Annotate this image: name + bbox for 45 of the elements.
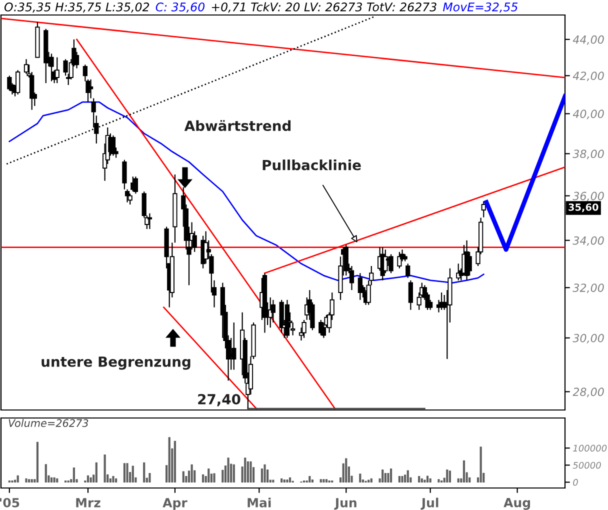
x-tick-label: Aug xyxy=(504,498,530,510)
candlestick xyxy=(133,176,138,194)
x-tick-label: Mrz xyxy=(76,498,100,508)
annotation: 27,40 xyxy=(198,394,240,406)
candlestick xyxy=(122,159,127,190)
x-tick-label: Jun xyxy=(334,498,356,510)
candlestick xyxy=(49,53,54,82)
candlestick xyxy=(467,251,472,276)
y-tick-label: 50000 xyxy=(572,462,601,469)
text: 35,60 xyxy=(568,203,598,212)
candlestick xyxy=(124,188,130,203)
candlestick xyxy=(406,263,410,278)
text: MovE=32,55 xyxy=(443,2,518,13)
candlestick xyxy=(128,193,132,206)
candlestick xyxy=(270,299,276,324)
y-tick-label: 36,00 xyxy=(572,192,604,202)
x-tick-label: Mai xyxy=(248,498,271,508)
y-tick-label: 30,00 xyxy=(572,334,604,344)
annotation: Abwärtstrend xyxy=(184,120,291,132)
x-tick-label: '05 xyxy=(0,498,20,508)
y-tick-label: 28,00 xyxy=(572,388,604,398)
text: +0,71 TckV: 20 LV: 26273 TotV: 26273 xyxy=(212,2,436,13)
y-tick-label: 34,00 xyxy=(572,236,604,246)
text: C: 35,60 xyxy=(156,2,205,13)
annotation: Volume=26273 xyxy=(8,418,88,428)
candlestick xyxy=(24,58,29,74)
candlestick xyxy=(54,56,60,84)
candlestick xyxy=(88,78,94,99)
candlestick xyxy=(397,251,402,269)
y-tick-label: 42,00 xyxy=(572,72,604,82)
x-tick-label: Jul xyxy=(420,498,438,510)
candlestick xyxy=(408,280,413,310)
candlestick xyxy=(481,200,486,218)
y-tick-label: 32,00 xyxy=(572,284,604,294)
annotation: untere Begrenzung xyxy=(42,356,190,370)
y-tick-label: 38,00 xyxy=(572,150,604,160)
y-tick-label: 100000 xyxy=(573,444,607,452)
y-tick-label: 44,00 xyxy=(572,35,604,45)
annotation: Pullbacklinie xyxy=(262,160,361,170)
y-tick-label: 40,00 xyxy=(572,110,604,120)
candlestick xyxy=(302,319,306,338)
y-tick-label: 0 xyxy=(573,478,578,486)
line-series xyxy=(8,101,484,284)
text: O:35,35 H:35,75 L:35,02 xyxy=(4,2,150,13)
x-tick-label: Apr xyxy=(162,498,188,510)
